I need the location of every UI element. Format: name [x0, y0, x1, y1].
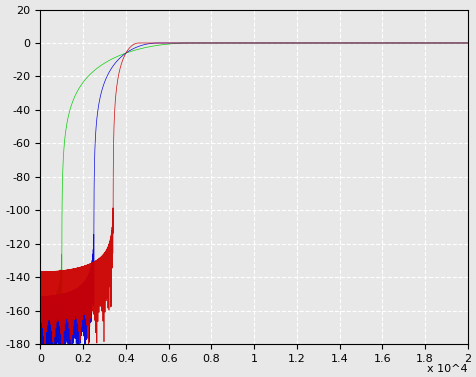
Text: x 10^4: x 10^4: [426, 364, 467, 374]
